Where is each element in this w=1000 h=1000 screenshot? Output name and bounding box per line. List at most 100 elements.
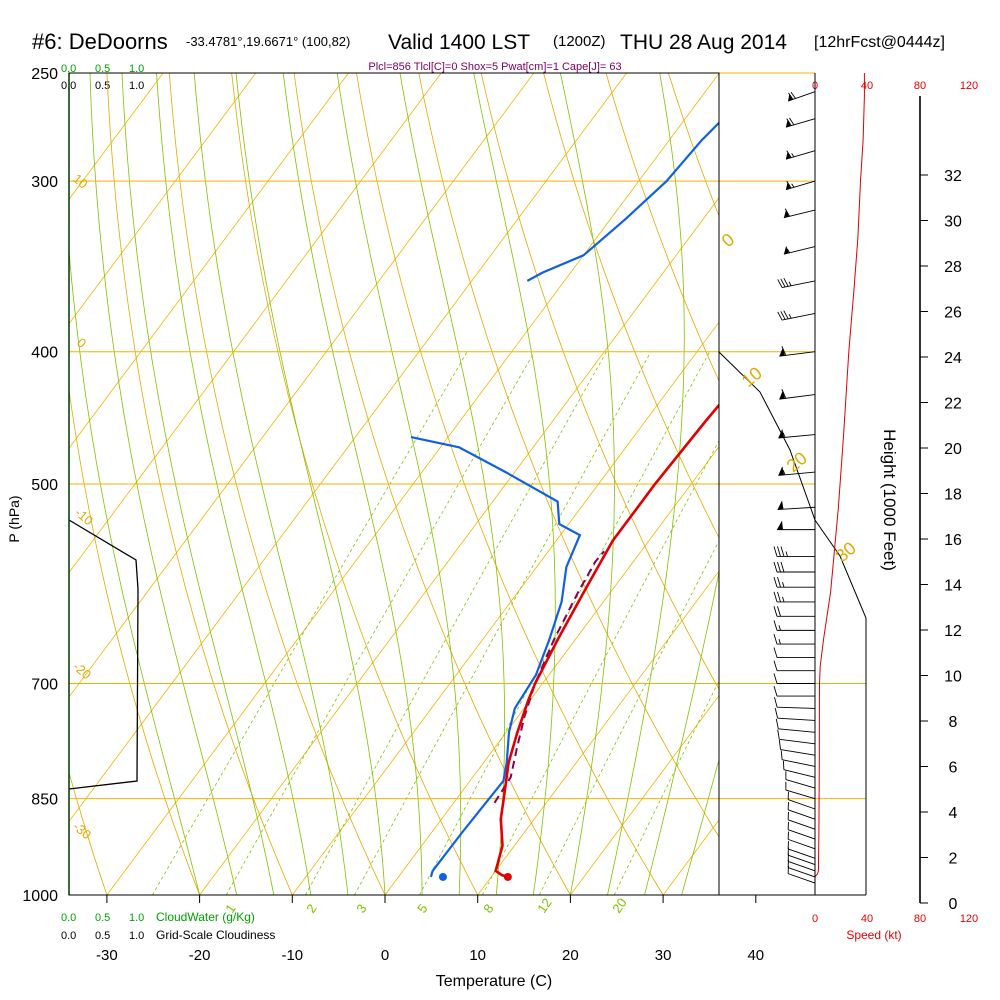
moist-adiabat-line — [336, 73, 462, 895]
wind-barb — [783, 208, 816, 219]
p-tick-label: 300 — [31, 174, 58, 191]
barb-pennant — [777, 520, 783, 530]
x-tick-label: 0 — [381, 947, 389, 964]
wind-barb — [773, 620, 815, 631]
wind-barb — [777, 277, 816, 289]
moist-adiabat-line — [282, 73, 423, 895]
cloudwater-bottom-1: 0.5 — [95, 912, 110, 924]
barb-staff — [780, 749, 816, 756]
surface-temperature-dot — [503, 872, 512, 881]
cloudwater-bottom-0: 0.0 — [61, 912, 76, 924]
wind-barb — [787, 91, 816, 102]
wind-barb — [787, 821, 816, 840]
height-axis-title: Height (1000 Feet) — [880, 429, 899, 571]
wind-barb — [775, 718, 816, 733]
barb-staff — [787, 854, 816, 866]
barb-flag — [773, 577, 778, 588]
moist-adiabat-line — [193, 73, 349, 895]
height-tick-label: 18 — [944, 487, 962, 504]
speed-top-tick-3: 120 — [960, 80, 978, 92]
barb-pennant — [785, 181, 791, 190]
wind-barb — [785, 771, 816, 789]
moist-adiabat-label: 20 — [783, 448, 811, 476]
barb-staff — [782, 759, 816, 767]
wind-barb — [779, 389, 816, 400]
barb-flag — [783, 277, 789, 287]
barb-pennant — [785, 119, 791, 128]
valid-date: THU 28 Aug 2014 — [620, 31, 787, 54]
barb-staff — [777, 706, 816, 709]
barb-half-flag — [782, 432, 786, 438]
barb-half-flag — [782, 582, 785, 588]
wind-barb — [777, 729, 816, 745]
mixing-ratio-line — [538, 540, 719, 895]
cloudiness-bottom-2: 1.0 — [129, 930, 144, 942]
bottom-cloud-scale: 0.0 0.5 1.0 CloudWater (g/Kg) 0.0 0.5 1.… — [61, 910, 275, 942]
wind-barb — [787, 801, 816, 820]
mixing-ratio-label: 20 — [609, 895, 630, 915]
wind-barbs — [773, 91, 816, 884]
x-tick-label: 10 — [469, 947, 486, 964]
barb-pennant — [778, 428, 785, 438]
barb-pennant — [779, 347, 785, 357]
barb-pennant — [785, 151, 791, 160]
barb-flag — [777, 729, 780, 740]
isotherm-line — [849, 73, 1000, 895]
barb-half-flag — [778, 638, 781, 645]
mixing-ratio-label: 8 — [480, 901, 496, 916]
mixing-ratio-line — [152, 351, 468, 895]
dry-adiabat-line — [918, 73, 1000, 895]
barb-staff — [783, 769, 816, 778]
mixing-ratio-line — [305, 351, 607, 895]
dry-adiabat-line — [168, 73, 386, 895]
barb-flag — [778, 740, 782, 750]
dry-adiabat-line — [543, 73, 719, 539]
grid-cloudiness-line — [68, 519, 139, 790]
barb-flag — [781, 389, 787, 399]
wind-barb — [787, 791, 816, 810]
parcel-path — [493, 550, 605, 804]
y-axis-title: P (hPa) — [6, 495, 22, 542]
moist-adiabat-line — [89, 73, 238, 895]
height-tick-label: 30 — [944, 214, 962, 231]
dry-adiabat-line — [69, 771, 108, 895]
barb-flag — [780, 546, 785, 557]
speed-bottom-tick-1: 40 — [861, 913, 873, 925]
barb-flag — [780, 311, 786, 320]
wind-barb — [787, 811, 816, 830]
barb-flag — [780, 278, 786, 288]
height-tick-label: 16 — [944, 532, 962, 549]
dry-adiabat-line — [605, 73, 719, 382]
barb-staff — [787, 860, 816, 872]
wind-barb — [780, 750, 816, 767]
x-tick-label: 20 — [562, 947, 579, 964]
barb-staff — [787, 799, 816, 810]
moist-adiabat-line — [69, 246, 200, 895]
x-tick-label: 30 — [655, 947, 672, 964]
dry-adiabat-label: -30 — [70, 819, 94, 843]
barb-flag — [773, 673, 778, 684]
height-tick-label: 2 — [949, 851, 958, 868]
dewpoint-profile — [410, 436, 582, 878]
barb-staff — [787, 848, 816, 859]
moist-adiabat-line — [560, 73, 615, 895]
sounding-profiles — [410, 121, 719, 881]
wind-barb — [777, 500, 816, 511]
barb-staff — [787, 867, 816, 878]
barb-staff — [785, 779, 816, 789]
wind-barb — [785, 117, 816, 128]
height-tick-label: 0 — [949, 896, 958, 913]
temperature-profile — [494, 403, 719, 879]
zulu-time: (1200Z) — [553, 33, 606, 50]
barb-flag — [773, 685, 778, 697]
moist-adiabat-line — [235, 73, 386, 895]
top-cloud-scale: 0.0 0.5 1.0 0.0 0.5 1.0 — [61, 63, 144, 92]
moist-adiabat-line — [473, 73, 556, 895]
cloudiness-top-2: 1.0 — [129, 80, 144, 92]
barb-staff — [785, 118, 816, 128]
p-tick-label: 850 — [31, 792, 58, 809]
station-coords: -33.4781°,19.6671° (100,82) — [186, 34, 350, 49]
barb-staff — [778, 434, 816, 439]
barb-pennant — [788, 93, 793, 102]
